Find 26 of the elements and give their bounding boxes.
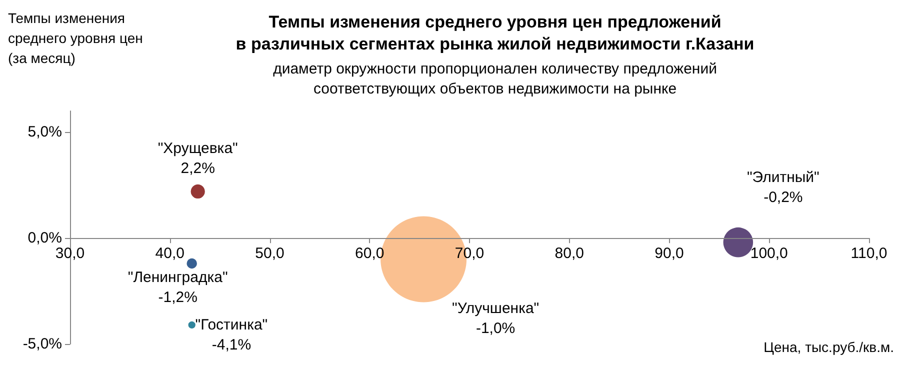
data-label: -1,2% bbox=[158, 289, 198, 306]
data-label: 2,2% bbox=[180, 160, 215, 177]
y-tick-label: 0,0% bbox=[28, 230, 62, 247]
series-label: "Улучшенка" bbox=[452, 300, 540, 317]
series-label: "Гостинка" bbox=[195, 316, 268, 334]
data-label: -1,0% bbox=[476, 320, 516, 337]
x-tick-label: 80,0 bbox=[554, 245, 584, 262]
x-tick-label: 100,0 bbox=[750, 245, 788, 262]
x-tick-label: 110,0 bbox=[850, 245, 888, 262]
y-tick-label: -5,0% bbox=[22, 336, 62, 352]
x-tick-label: 40,0 bbox=[155, 245, 184, 262]
chart-subtitle: диаметр окружности пропорционален количеству предложений соответствующих объектов недвижимости на рынке bbox=[273, 60, 717, 98]
series-label: "Ленинградка" bbox=[128, 269, 228, 286]
y-tick-label: 5,0% bbox=[28, 124, 62, 141]
data-label: -0,2% bbox=[764, 188, 803, 206]
chart-title: Темпы изменения среднего уровня цен предложений в различных сегментах рынка жилой недвижимости г.Казани bbox=[236, 12, 754, 54]
x-axis-title: Цена, тыс.руб./кв.м. bbox=[764, 339, 894, 355]
x-tick-label: 70,0 bbox=[454, 245, 484, 262]
x-tick-label: 90,0 bbox=[654, 245, 684, 262]
x-tick-label: 60,0 bbox=[355, 245, 384, 262]
x-tick-label: 30,0 bbox=[55, 245, 85, 262]
data-label: -4,1% bbox=[212, 336, 252, 354]
text: "Элитный" bbox=[746, 168, 820, 186]
text: "Хрущевка" bbox=[158, 140, 238, 157]
x-tick-label: 50,0 bbox=[255, 245, 284, 262]
y-axis-title: Темпы изменения среднего уровня цен (за месяц) bbox=[8, 10, 143, 66]
